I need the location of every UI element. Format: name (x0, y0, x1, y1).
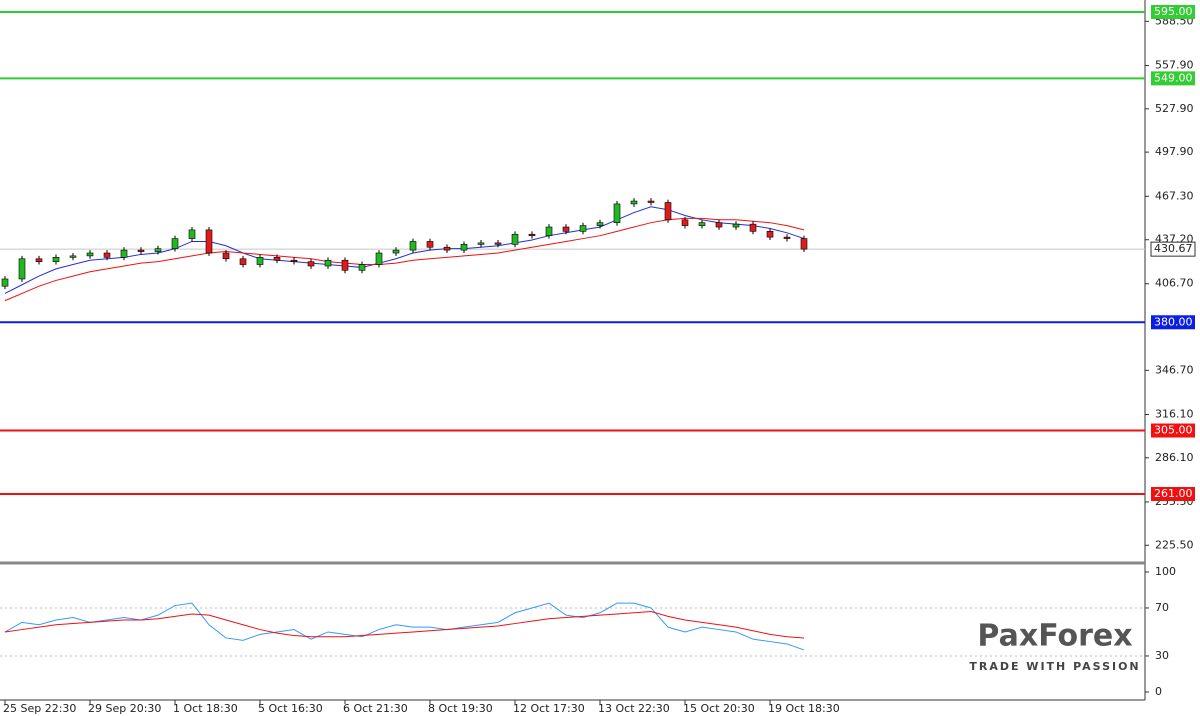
candle-body (392, 249, 400, 254)
level-label: 261.00 (1154, 487, 1193, 500)
level-label: 305.00 (1154, 424, 1193, 437)
level-label-box (1151, 315, 1195, 330)
candle-body (273, 257, 281, 261)
candle-body (69, 255, 77, 258)
candle-body (800, 238, 808, 250)
candle-body (477, 242, 485, 245)
current-price-label: 430.67 (1154, 242, 1193, 255)
candle-body (613, 203, 621, 223)
y-tick-label: 406.70 (1155, 277, 1194, 290)
x-tick-label: 8 Oct 19:30 (428, 702, 493, 715)
candle-body (239, 258, 247, 265)
candle-body (698, 222, 706, 226)
x-tick-label: 25 Sep 22:30 (3, 702, 76, 715)
candle-body (35, 258, 43, 262)
y-tick-label: 100 (1155, 565, 1176, 578)
level-label: 380.00 (1154, 315, 1193, 328)
candle-body (324, 259, 332, 267)
candle-body (749, 223, 757, 232)
y-tick-label: 0 (1155, 685, 1162, 698)
candle-body (647, 200, 655, 203)
candle-body (715, 222, 723, 228)
y-tick-label: 527.90 (1155, 102, 1194, 115)
candle-body (341, 259, 349, 271)
current-price-box (1150, 241, 1196, 257)
level-label-box (1151, 4, 1195, 19)
candle-body (494, 242, 502, 245)
candle-body (18, 258, 26, 280)
candle-body (154, 248, 162, 252)
x-tick-label: 19 Oct 18:30 (768, 702, 840, 715)
y-tick-label: 497.90 (1155, 145, 1194, 158)
y-tick-label: 70 (1155, 601, 1169, 614)
candle-body (732, 223, 740, 228)
level-label-box (1151, 71, 1195, 86)
candle-body (256, 257, 264, 265)
candle-body (120, 249, 128, 258)
y-tick-label: 225.50 (1155, 538, 1194, 551)
indicator-line (4, 611, 805, 639)
x-tick-label: 12 Oct 17:30 (513, 702, 585, 715)
y-tick-label: 316.10 (1155, 408, 1194, 421)
y-tick-label: 467.30 (1155, 189, 1194, 202)
candle-body (443, 246, 451, 251)
brand: PaxForex TRADE WITH PASSION (969, 619, 1140, 674)
candle-body (562, 226, 570, 232)
candle-body (766, 231, 774, 238)
y-tick-label: 286.10 (1155, 451, 1194, 464)
candle-body (511, 233, 519, 245)
candle-body (358, 264, 366, 271)
candle-body (222, 252, 230, 260)
candle-body (664, 202, 672, 221)
candle-body (205, 229, 213, 254)
candle-body (409, 241, 417, 251)
candle-body (86, 252, 94, 257)
candle-body (307, 261, 315, 267)
x-tick-label: 29 Sep 20:30 (88, 702, 161, 715)
candle-body (545, 226, 553, 236)
level-label: 595.00 (1154, 5, 1193, 18)
candle-body (1, 278, 9, 287)
candle-body (137, 249, 145, 252)
y-tick-label: 30 (1155, 649, 1169, 662)
x-tick-label: 13 Oct 22:30 (598, 702, 670, 715)
x-tick-label: 6 Oct 21:30 (343, 702, 408, 715)
brand-name: PaxForex (977, 619, 1132, 654)
candle-body (579, 225, 587, 232)
y-tick-label: 557.90 (1155, 59, 1194, 72)
candle-body (681, 219, 689, 226)
candle-body (630, 200, 638, 205)
y-tick-label: 346.70 (1155, 363, 1194, 376)
candle-body (596, 222, 604, 226)
candle-body (290, 259, 298, 262)
x-tick-label: 5 Oct 16:30 (258, 702, 323, 715)
candle-body (103, 252, 111, 258)
candle-body (528, 233, 536, 236)
level-label: 549.00 (1154, 71, 1193, 84)
candle-body (426, 241, 434, 248)
candle-body (171, 238, 179, 249)
x-tick-label: 15 Oct 20:30 (683, 702, 755, 715)
candle-body (52, 257, 60, 262)
x-tick-label: 1 Oct 18:30 (173, 702, 238, 715)
brand-tagline: TRADE WITH PASSION (969, 660, 1140, 673)
level-label-box (1151, 487, 1195, 502)
candle-body (375, 252, 383, 265)
level-label-box (1151, 423, 1195, 438)
candle-body (460, 244, 468, 251)
candle-body (188, 229, 196, 239)
candle-body (783, 236, 791, 239)
